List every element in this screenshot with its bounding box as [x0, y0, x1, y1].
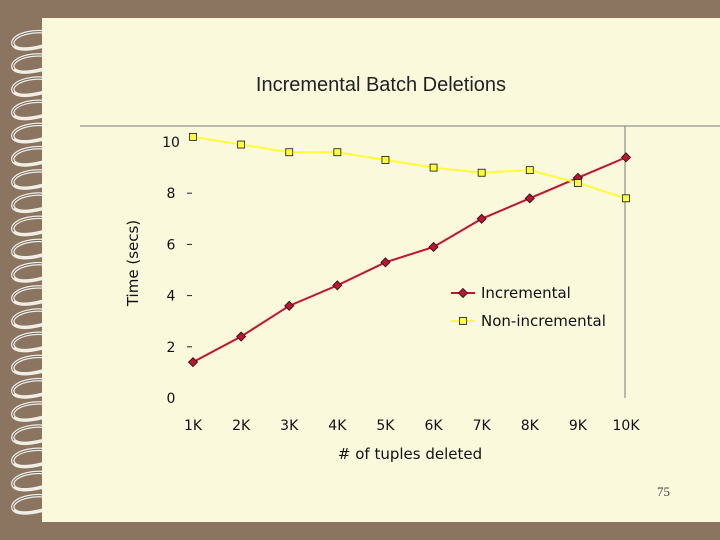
legend-item-incremental: Incremental	[451, 284, 571, 302]
data-point-incremental	[236, 331, 247, 342]
data-point-incremental	[284, 300, 295, 311]
data-point-incremental	[428, 241, 439, 253]
y-axis-title: Time (secs)	[124, 220, 142, 307]
x-tick-label: 7K	[473, 418, 492, 434]
x-tick-label: 6K	[425, 418, 444, 434]
y-tick-label: 2	[167, 340, 176, 356]
slide-title: Incremental Batch Deletions	[255, 74, 507, 96]
data-point-non-incremental	[381, 156, 390, 164]
data-point-non-incremental	[573, 179, 582, 187]
legend-marker-non-incremental	[459, 317, 467, 325]
x-tick-label: 2K	[232, 418, 251, 434]
x-tick-label: 3K	[280, 418, 299, 434]
x-tick-label: 1K	[184, 418, 203, 434]
data-point-non-incremental	[285, 148, 294, 157]
data-point-non-incremental	[622, 194, 630, 203]
y-axis-ticks: 0 2 4 6 8 10	[162, 135, 192, 407]
data-point-non-incremental	[525, 166, 534, 175]
legend-label-non-incremental: Non-incremental	[481, 312, 606, 330]
data-point-incremental	[332, 280, 343, 291]
y-tick-label: 0	[167, 391, 176, 407]
y-tick-label: 4	[167, 289, 176, 305]
page-number: 75	[657, 484, 670, 499]
x-tick-label: 8K	[521, 418, 540, 434]
legend: Incremental Non-incremental	[451, 284, 606, 330]
x-axis-title: # of tuples deleted	[338, 445, 482, 463]
series-line-incremental	[192, 156, 627, 364]
series-non-incremental	[189, 132, 630, 203]
x-axis-ticks: 1K 2K 3K 4K 5K 6K 7K 8K 9K 10K	[184, 418, 640, 434]
data-point-non-incremental	[189, 132, 197, 141]
legend-marker-incremental	[457, 287, 469, 299]
x-tick-label: 10K	[613, 418, 641, 434]
data-point-non-incremental	[429, 163, 438, 172]
x-tick-label: 9K	[569, 418, 588, 434]
legend-item-non-incremental: Non-incremental	[451, 312, 606, 330]
data-point-incremental	[476, 213, 487, 224]
y-tick-label: 8	[167, 186, 176, 202]
series-line-non-incremental	[192, 135, 627, 200]
data-point-incremental	[187, 357, 199, 368]
data-point-non-incremental	[237, 140, 246, 149]
series-incremental	[187, 152, 632, 368]
data-point-incremental	[620, 152, 632, 163]
x-tick-label: 4K	[328, 418, 347, 434]
y-tick-label: 10	[162, 135, 180, 151]
data-point-non-incremental	[477, 168, 486, 177]
y-tick-label: 6	[167, 237, 176, 253]
data-point-incremental	[380, 257, 391, 268]
legend-label-incremental: Incremental	[481, 284, 571, 302]
slide-page: Incremental Batch Deletions 75	[42, 18, 720, 522]
x-tick-label: 5K	[376, 418, 395, 434]
data-point-non-incremental	[333, 148, 342, 157]
data-point-incremental	[524, 193, 535, 204]
